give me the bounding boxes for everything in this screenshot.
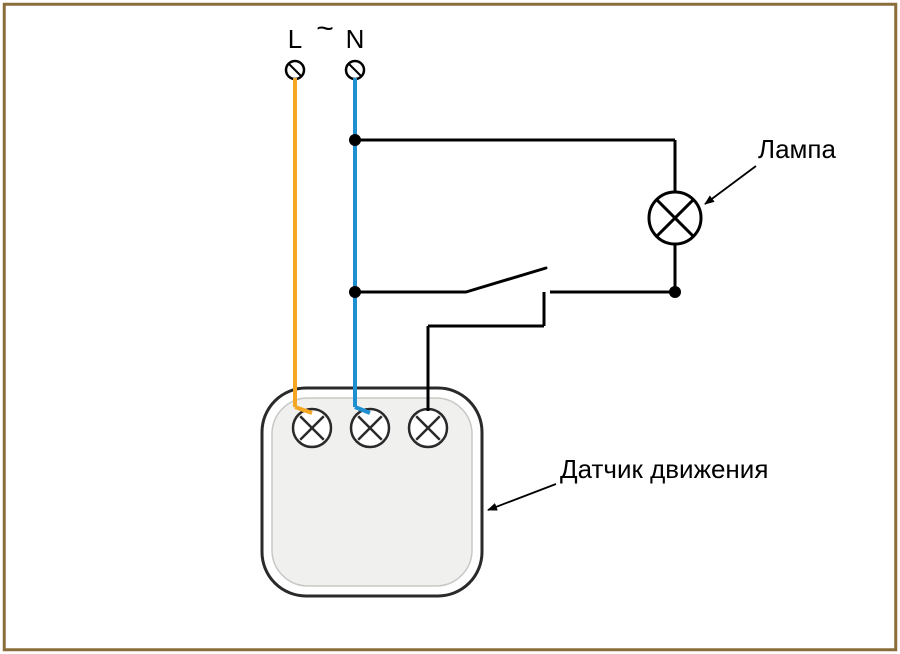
wiring-diagram: ~ L N Лампа Датчик движения: [0, 0, 900, 654]
terminal-L-label: L: [288, 24, 302, 54]
switch-arm: [466, 268, 546, 292]
sensor-arrow: [488, 484, 556, 510]
lamp-label: Лампа: [758, 134, 836, 164]
sensor-label: Датчик движения: [560, 454, 768, 484]
ac-symbol: ~: [316, 12, 334, 45]
terminal-N-label: N: [346, 24, 365, 54]
lamp-arrow: [705, 166, 756, 204]
